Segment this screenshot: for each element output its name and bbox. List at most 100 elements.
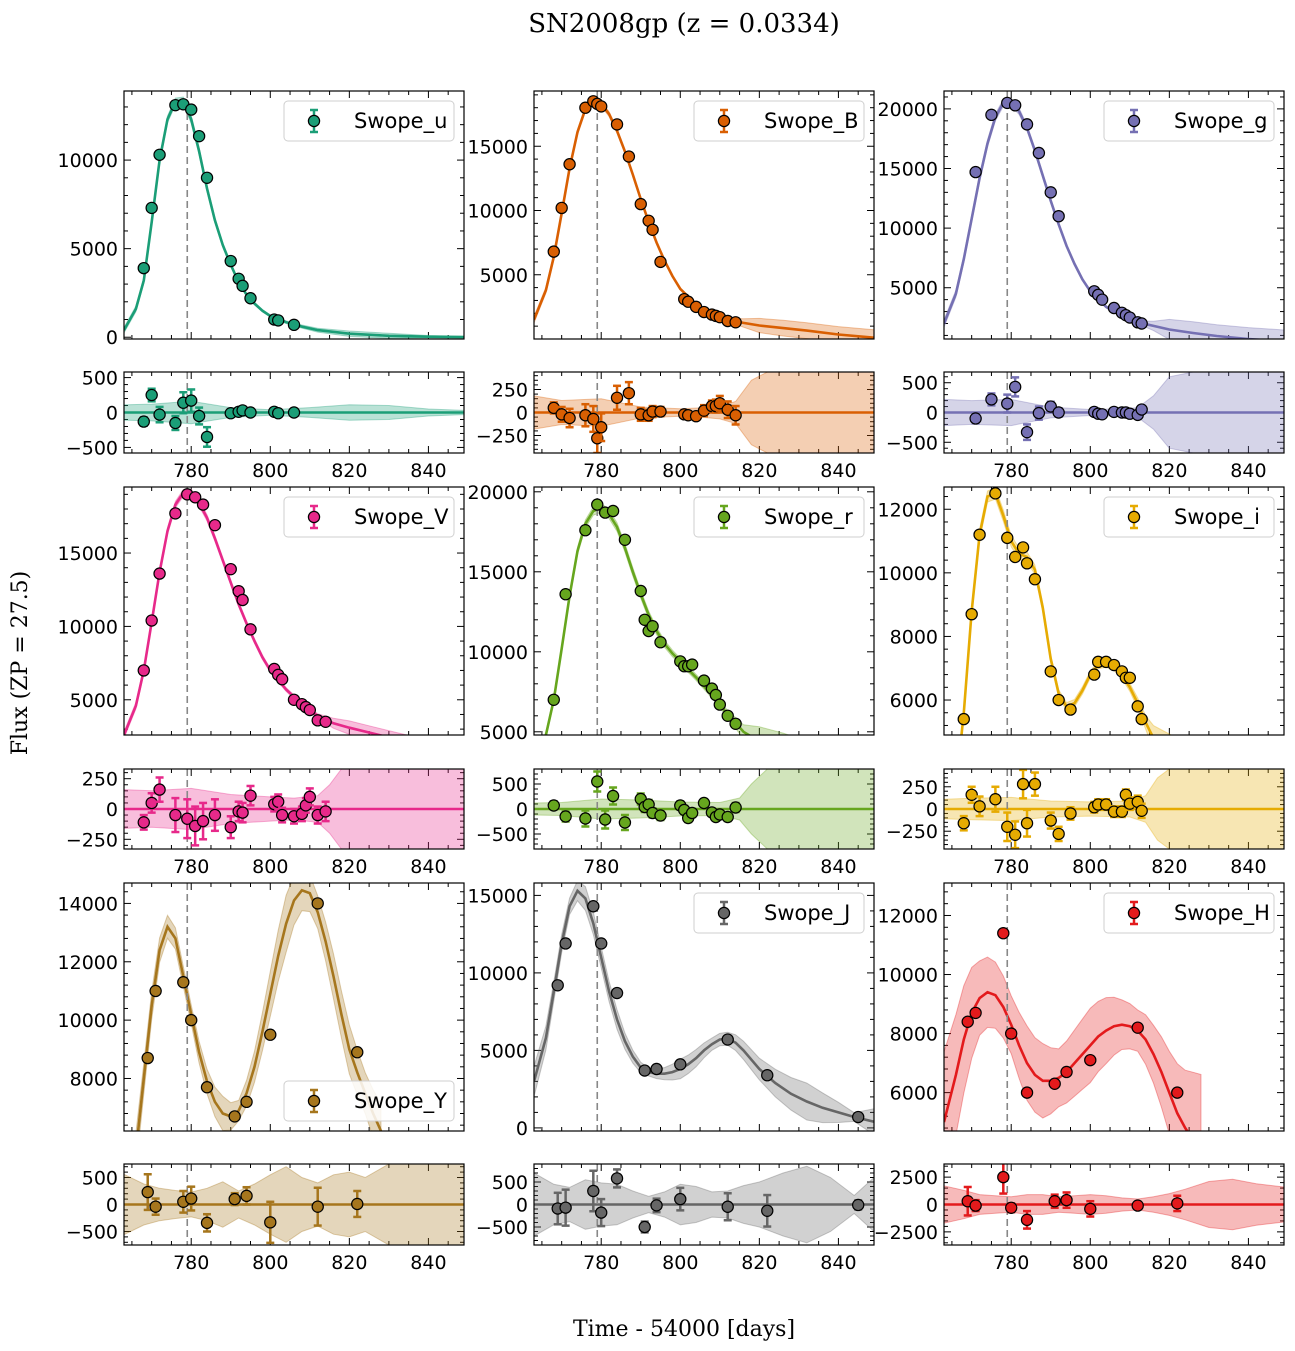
residual-point <box>1020 425 1034 439</box>
data-point <box>547 245 560 258</box>
residual-axes-swope-u: 780 800 820 840 −500 0 500 <box>66 368 465 482</box>
residual-ytick-label: −500 <box>476 1217 528 1239</box>
lightcurve-axes-swope-v: 5000 10000 15000 Swope_V <box>58 486 465 736</box>
residual-point <box>303 790 317 804</box>
data-point <box>989 487 1002 500</box>
residual-ytick-label: −250 <box>66 829 118 851</box>
residual-point <box>145 388 158 402</box>
residual-ytick-label: 0 <box>106 799 118 821</box>
residual-point <box>969 1199 982 1212</box>
residual-ytick-label: −250 <box>476 426 528 448</box>
residual-frame <box>123 1163 465 1246</box>
model-uncertainty-band <box>544 502 791 735</box>
legend-box <box>283 496 455 538</box>
residual-point <box>200 430 214 444</box>
lightcurve-plot-area <box>944 883 1202 1131</box>
residual-point <box>1171 1197 1184 1210</box>
residual-point <box>610 1172 624 1185</box>
residual-point <box>610 391 624 404</box>
lightcurve-ytick-label: 15000 <box>878 159 938 181</box>
data-point <box>622 150 636 163</box>
data-point <box>287 318 301 332</box>
lightcurve-ytick-label: 8000 <box>890 626 938 648</box>
lightcurve-ytick-label: 15000 <box>468 885 528 907</box>
legend-marker <box>717 114 731 128</box>
residual-plot-area <box>124 1164 464 1245</box>
residual-xtick-label: 840 <box>410 460 446 482</box>
residual-xtick-label: 780 <box>583 460 619 482</box>
residual-point <box>579 812 592 825</box>
lightcurve-ytick-label: 20000 <box>468 482 528 504</box>
data-point <box>1060 1065 1073 1079</box>
legend-marker <box>1127 510 1141 524</box>
model-uncertainty-band <box>944 956 1202 1131</box>
residual-point <box>1032 406 1046 420</box>
legend: Swope_i <box>1103 496 1275 538</box>
residual-xtick-label: 840 <box>1230 1252 1266 1274</box>
residual-xtick-label: 800 <box>1072 856 1108 878</box>
lightcurve-ytick-label: 5000 <box>480 1040 528 1062</box>
data-point <box>551 979 564 992</box>
residual-point <box>650 1199 663 1212</box>
data-point <box>1084 1053 1097 1067</box>
lightcurve-ytick-label: 10000 <box>878 218 938 240</box>
residual-ytick-label: 0 <box>926 799 938 821</box>
residual-point <box>208 808 222 822</box>
data-point <box>1008 550 1022 564</box>
residual-point <box>141 1185 154 1199</box>
data-point <box>185 1013 198 1027</box>
residual-plot-area <box>534 372 874 453</box>
residual-xtick-label: 800 <box>252 856 288 878</box>
residual-point <box>149 1200 162 1213</box>
data-point <box>1020 557 1034 570</box>
residual-ytick-label: 500 <box>902 373 938 395</box>
residual-xtick-label: 780 <box>993 460 1029 482</box>
legend-box <box>1103 496 1275 538</box>
data-point <box>137 261 150 275</box>
lightcurve-ytick-label: 15000 <box>468 136 528 158</box>
residual-axes-swope-h: 780 800 820 840 −2500 0 2500 <box>874 1163 1285 1274</box>
residual-ytick-label: −2500 <box>874 1222 938 1244</box>
lightcurve-axes-swope-u: 0 5000 10000 Swope_u <box>58 90 465 349</box>
data-point <box>228 1110 241 1123</box>
residual-plot-area <box>534 1164 874 1245</box>
residual-ytick-label: 0 <box>926 1195 938 1217</box>
residual-point <box>287 406 301 419</box>
residual-xtick-label: 840 <box>820 1252 856 1274</box>
residual-xtick-label: 800 <box>662 1252 698 1274</box>
lightcurve-ytick-label: 10000 <box>58 1010 118 1032</box>
residual-xtick-label: 840 <box>820 856 856 878</box>
residual-point <box>271 406 285 420</box>
residual-frame <box>123 768 465 850</box>
data-point <box>618 533 632 547</box>
lightcurve-frame <box>533 882 875 1132</box>
legend-box <box>283 1080 455 1122</box>
residual-ytick-label: 0 <box>516 403 528 425</box>
residual-point <box>185 1192 198 1205</box>
data-point <box>244 623 257 636</box>
lightcurve-axes-swope-h: 6000 8000 10000 12000 Swope_H <box>878 882 1285 1132</box>
residual-xtick-label: 840 <box>410 1252 446 1274</box>
data-point <box>555 201 568 215</box>
residual-point <box>685 806 699 820</box>
residual-point <box>1115 805 1129 818</box>
residual-point <box>200 1216 214 1230</box>
residual-xtick-label: 800 <box>1072 460 1108 482</box>
lightcurve-ytick-label: 12000 <box>878 499 938 521</box>
residual-frame <box>123 371 465 454</box>
residual-point <box>851 1198 865 1212</box>
legend-box <box>693 496 865 538</box>
data-point <box>185 103 198 116</box>
residual-ytick-label: −250 <box>886 821 938 843</box>
lightcurve-plot-area <box>957 487 1173 735</box>
panel-swope-u: 0 5000 10000 Swope_u 780 800 820 840 −500 0 500 <box>58 90 465 482</box>
legend: Swope_H <box>1103 892 1275 934</box>
y-axis-label: Flux (ZP = 27.5) <box>8 571 33 756</box>
residual-axes-swope-g: 780 800 820 840 −500 0 500 <box>886 371 1285 482</box>
residual-point <box>721 1200 734 1213</box>
data-point <box>674 1058 687 1071</box>
lightcurve-plot-area <box>534 91 874 339</box>
